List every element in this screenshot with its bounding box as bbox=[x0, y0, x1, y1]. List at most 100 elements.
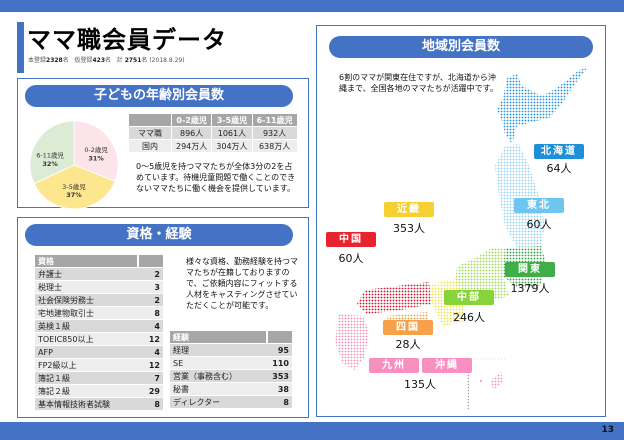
cell: 1061人 bbox=[212, 127, 252, 139]
table-row: 宅地建物取引士 8 bbox=[35, 307, 163, 319]
region-tag-chugoku: 中国 bbox=[326, 232, 376, 247]
pie-label-3-5: 3-5歳児 bbox=[62, 182, 86, 191]
cell: 38 bbox=[266, 383, 292, 395]
age-panel-title: 子どもの年齢別会員数 bbox=[25, 85, 293, 107]
table-row: 英検１級 4 bbox=[35, 320, 163, 332]
provisional-label: 仮登録 bbox=[74, 57, 93, 64]
cell: 簿記２級 bbox=[35, 385, 137, 397]
registered-value: 2328 bbox=[46, 57, 63, 64]
cell: 353 bbox=[266, 370, 292, 382]
age-header-blank bbox=[129, 114, 171, 126]
cell: 7 bbox=[137, 372, 163, 384]
region-tag-kyushu: 九州 bbox=[369, 358, 419, 373]
table-row: 税理士 3 bbox=[35, 281, 163, 293]
map-hokkaido bbox=[497, 68, 587, 144]
region-count-kinki: 353人 bbox=[393, 222, 425, 235]
title-accent-bar bbox=[17, 22, 24, 73]
cell: 税理士 bbox=[35, 281, 137, 293]
age-header-0-2: 0-2歳児 bbox=[172, 114, 212, 126]
region-tag-kinki: 近畿 bbox=[384, 202, 434, 217]
table-row: 簿記２級 29 bbox=[35, 385, 163, 397]
region-description: 6割のママが関東在住ですが、北海道から沖縄まで、全国各地のママたちが活躍中です。 bbox=[339, 73, 498, 93]
pie-slice-6-11 bbox=[29, 120, 75, 185]
data-date: (2018.8.29) bbox=[149, 57, 185, 64]
footer-bar: 13 bbox=[0, 422, 624, 440]
region-count-shikoku: 28人 bbox=[395, 338, 421, 351]
cell: 3 bbox=[137, 281, 163, 293]
region-panel-title: 地域別会員数 bbox=[329, 36, 593, 58]
cell: SE bbox=[170, 357, 266, 369]
cell: AFP bbox=[35, 346, 137, 358]
age-description: 0～5歳児を持つママたちが全体3分の2を占めています。待機児童問題で働くことので… bbox=[136, 162, 296, 193]
table-row: 弁護士 2 bbox=[35, 268, 163, 280]
okinawa-islet bbox=[480, 380, 482, 382]
total-value: 2751 bbox=[124, 57, 142, 64]
cell: 2 bbox=[137, 268, 163, 280]
provisional-value: 423 bbox=[92, 57, 106, 64]
cell: 932人 bbox=[252, 127, 297, 139]
member-summary: 本登録2328名 仮登録423名 計 2751名 (2018.8.29) bbox=[28, 55, 185, 64]
page-number: 13 bbox=[601, 425, 614, 435]
region-tag-hokkaido: 北海道 bbox=[534, 144, 584, 159]
qualification-panel-title: 資格・経験 bbox=[25, 224, 293, 246]
table-row: 秘書 38 bbox=[170, 383, 292, 395]
region-count-kanto: 1379人 bbox=[510, 282, 550, 295]
cell: 宅地建物取引士 bbox=[35, 307, 137, 319]
qualification-description: 様々な資格、勤務経験を持つママたちが在籍しておりますので、ご依頼内容にフィットす… bbox=[186, 257, 298, 310]
region-count-chugoku: 60人 bbox=[338, 252, 364, 265]
qualification-header: 資格 bbox=[35, 255, 137, 267]
region-panel: 地域別会員数 6割のママが関東在住ですが、北海道から沖縄まで、全国各地のママたち… bbox=[316, 25, 606, 417]
row-label: ママ職 bbox=[129, 127, 171, 139]
top-bar bbox=[0, 0, 624, 12]
cell: 110 bbox=[266, 357, 292, 369]
cell: 営業（事務含む） bbox=[170, 370, 266, 382]
table-row: 国内 294万人 304万人 638万人 bbox=[129, 140, 297, 152]
row-label: 国内 bbox=[129, 140, 171, 152]
qualification-count-header bbox=[137, 255, 163, 267]
table-row: 営業（事務含む） 353 bbox=[170, 370, 292, 382]
cell: ディレクター bbox=[170, 396, 266, 408]
map-kyushu bbox=[335, 314, 369, 370]
registered-label: 本登録 bbox=[28, 57, 47, 64]
cell: 896人 bbox=[172, 127, 212, 139]
pie-slice-3-5 bbox=[33, 164, 116, 210]
map-okinawa bbox=[491, 372, 503, 390]
region-count-chubu: 246人 bbox=[453, 311, 485, 324]
cell: 4 bbox=[137, 346, 163, 358]
cell: 8 bbox=[266, 396, 292, 408]
cell: 29 bbox=[137, 385, 163, 397]
registered-unit: 名 bbox=[62, 57, 69, 64]
cell: 294万人 bbox=[172, 140, 212, 152]
table-row: SE 110 bbox=[170, 357, 292, 369]
cell: TOEIC850以上 bbox=[35, 333, 137, 345]
age-table: 0-2歳児 3-5歳児 6-11歳児 ママ職 896人 1061人 932人 国… bbox=[128, 113, 298, 153]
table-row: TOEIC850以上 12 bbox=[35, 333, 163, 345]
cell: 簿記１級 bbox=[35, 372, 137, 384]
cell: 基本情報技術者試験 bbox=[35, 398, 137, 410]
table-row: ママ職 896人 1061人 932人 bbox=[129, 127, 297, 139]
cell: 304万人 bbox=[212, 140, 252, 152]
map-chugoku bbox=[357, 282, 431, 314]
experience-count-header bbox=[266, 331, 292, 343]
cell: 2 bbox=[137, 294, 163, 306]
experience-header: 経験 bbox=[170, 331, 266, 343]
region-tag-chubu: 中部 bbox=[444, 290, 494, 305]
region-tag-tohoku: 東北 bbox=[514, 198, 564, 213]
cell: 8 bbox=[137, 307, 163, 319]
pie-pct-0-2: 31% bbox=[88, 154, 104, 162]
qualification-table: 資格 弁護士 2 税理士 3 社会保険労務士 2 宅地建物取引士 8 英検１級 4 TOE… bbox=[35, 254, 163, 411]
okinawa-inset-top bbox=[467, 358, 507, 360]
provisional-unit: 名 bbox=[105, 57, 112, 64]
table-row: 簿記１級 7 bbox=[35, 372, 163, 384]
pie-label-6-11: 6-11歳児 bbox=[36, 151, 64, 160]
age-header-3-5: 3-5歳児 bbox=[212, 114, 252, 126]
total-label: 計 bbox=[116, 57, 123, 64]
table-row: 基本情報技術者試験 8 bbox=[35, 398, 163, 410]
table-row: FP2級以上 12 bbox=[35, 359, 163, 371]
cell: 4 bbox=[137, 320, 163, 332]
age-pie-chart: 0-2歳児 31% 3-5歳児 37% 6-11歳児 32% bbox=[29, 120, 119, 210]
pie-label-0-2: 0-2歳児 bbox=[84, 145, 108, 154]
region-count-kyushu-okinawa: 135人 bbox=[404, 378, 436, 391]
table-row: 経理 95 bbox=[170, 344, 292, 356]
region-tag-kanto: 関東 bbox=[505, 262, 555, 277]
